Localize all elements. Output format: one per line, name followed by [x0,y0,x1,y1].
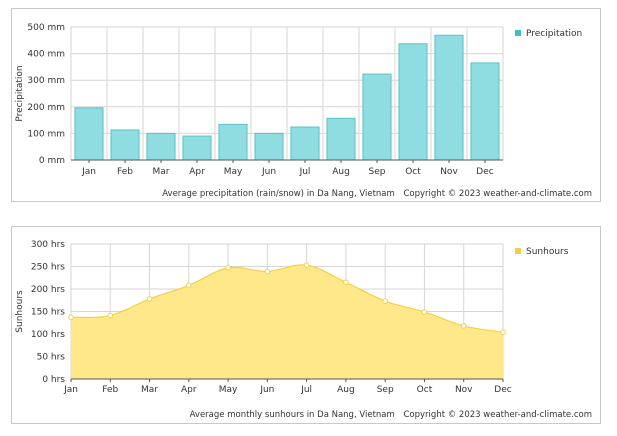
point-may [225,265,231,271]
y-tick-label: 300 hrs [31,240,65,250]
bar-jun [254,132,284,161]
x-tick-label: Jun [261,167,276,177]
precipitation-chart: 0 mm 100 mm 200 mm 300 mm 400 mm 500 mm Jan Feb… [15,23,582,177]
x-tick-label: Dec [494,385,511,395]
sunhours-caption: Average monthly sunhours in Da Nang, Vie… [189,410,395,420]
point-sep [382,298,388,304]
y-tick-label: 0 hrs [42,375,65,385]
y-tick-label: 200 mm [27,103,65,113]
sunhours-copyright: Copyright © 2023 weather-and-climate.com [403,410,593,420]
bar-aug [326,117,356,161]
x-tick-label: Feb [102,385,118,395]
point-jul [303,262,310,268]
point-feb [107,312,114,319]
x-tick-label: Apr [189,167,205,177]
legend-label-sunhours: Sunhours [526,247,569,257]
bar-mar [146,132,176,161]
x-tick-label: Jul [299,167,311,177]
y-tick-label: 100 hrs [31,330,65,340]
x-tick-label: Mar [153,167,170,177]
bar-may [218,123,248,161]
x-tick-label: Jan [81,167,96,177]
sunhours-chart: 0 hrs 50 hrs 100 hrs 150 hrs 200 hrs 250 hrs 3… [15,240,569,395]
sunhours-footer: Average monthly sunhours in Da Nang, Vie… [184,410,592,420]
y-tick-label: 150 hrs [31,308,65,318]
y-axis-title: Precipitation [15,65,25,121]
x-tick-label: Oct [405,167,421,177]
x-tick-label: Apr [181,385,197,395]
y-tick-label: 200 hrs [31,285,65,295]
bar-sep [362,73,392,161]
x-tick-label: Nov [455,385,473,395]
point-mar [146,296,153,302]
x-tick-label: Sep [377,385,394,395]
point-jan [68,314,74,321]
x-tick-label: Feb [117,167,133,177]
y-tick-label: 500 mm [27,23,65,33]
x-tick-label: Jan [63,385,78,395]
precipitation-copyright: Copyright © 2023 weather-and-climate.com [403,189,593,199]
y-tick-label: 0 mm [39,156,65,166]
legend-swatch-precipitation [515,30,521,36]
bar-apr [182,135,212,161]
sunhours-line [70,264,504,333]
bar-oct [398,43,428,161]
x-tick-label: Dec [476,167,493,177]
bar-feb [110,129,140,161]
bar-nov [434,34,464,161]
x-tick-label: Aug [332,167,350,177]
legend-swatch-sunhours [515,248,521,254]
precipitation-chart-panel: 0 mm 100 mm 200 mm 300 mm 400 mm 500 mm Jan Feb… [11,8,601,202]
y-tick-label: 300 mm [27,76,65,86]
x-tick-label: Sep [369,167,386,177]
x-tick-label: Mar [141,385,158,395]
x-tick-label: Oct [417,385,433,395]
point-apr [186,282,192,289]
y-axis-title: Sunhours [15,290,25,333]
sunhours-area [71,264,503,379]
y-tick-label: 50 hrs [37,353,66,363]
point-aug [343,279,349,286]
precipitation-footer: Average precipitation (rain/snow) in Da … [156,189,592,199]
x-tick-label: Nov [440,167,458,177]
point-jun [264,268,271,275]
bar-dec [470,62,500,161]
y-tick-label: 400 mm [27,50,65,60]
x-tick-label: May [224,167,243,177]
y-tick-label: 100 mm [27,129,65,139]
bar-jul [290,126,320,161]
sunhours-chart-panel: 0 hrs 50 hrs 100 hrs 150 hrs 200 hrs 250 hrs 3… [11,226,601,424]
y-tick-label: 250 hrs [31,263,65,273]
point-dec [500,329,506,335]
x-tick-label: Jul [300,385,312,395]
point-oct [421,309,428,315]
precipitation-caption: Average precipitation (rain/snow) in Da … [162,189,395,199]
x-tick-label: Jun [259,385,274,395]
x-tick-label: May [219,385,238,395]
legend-label-precipitation: Precipitation [526,29,582,39]
bar-jan [74,107,104,161]
x-tick-label: Aug [337,385,355,395]
point-nov [460,323,467,329]
